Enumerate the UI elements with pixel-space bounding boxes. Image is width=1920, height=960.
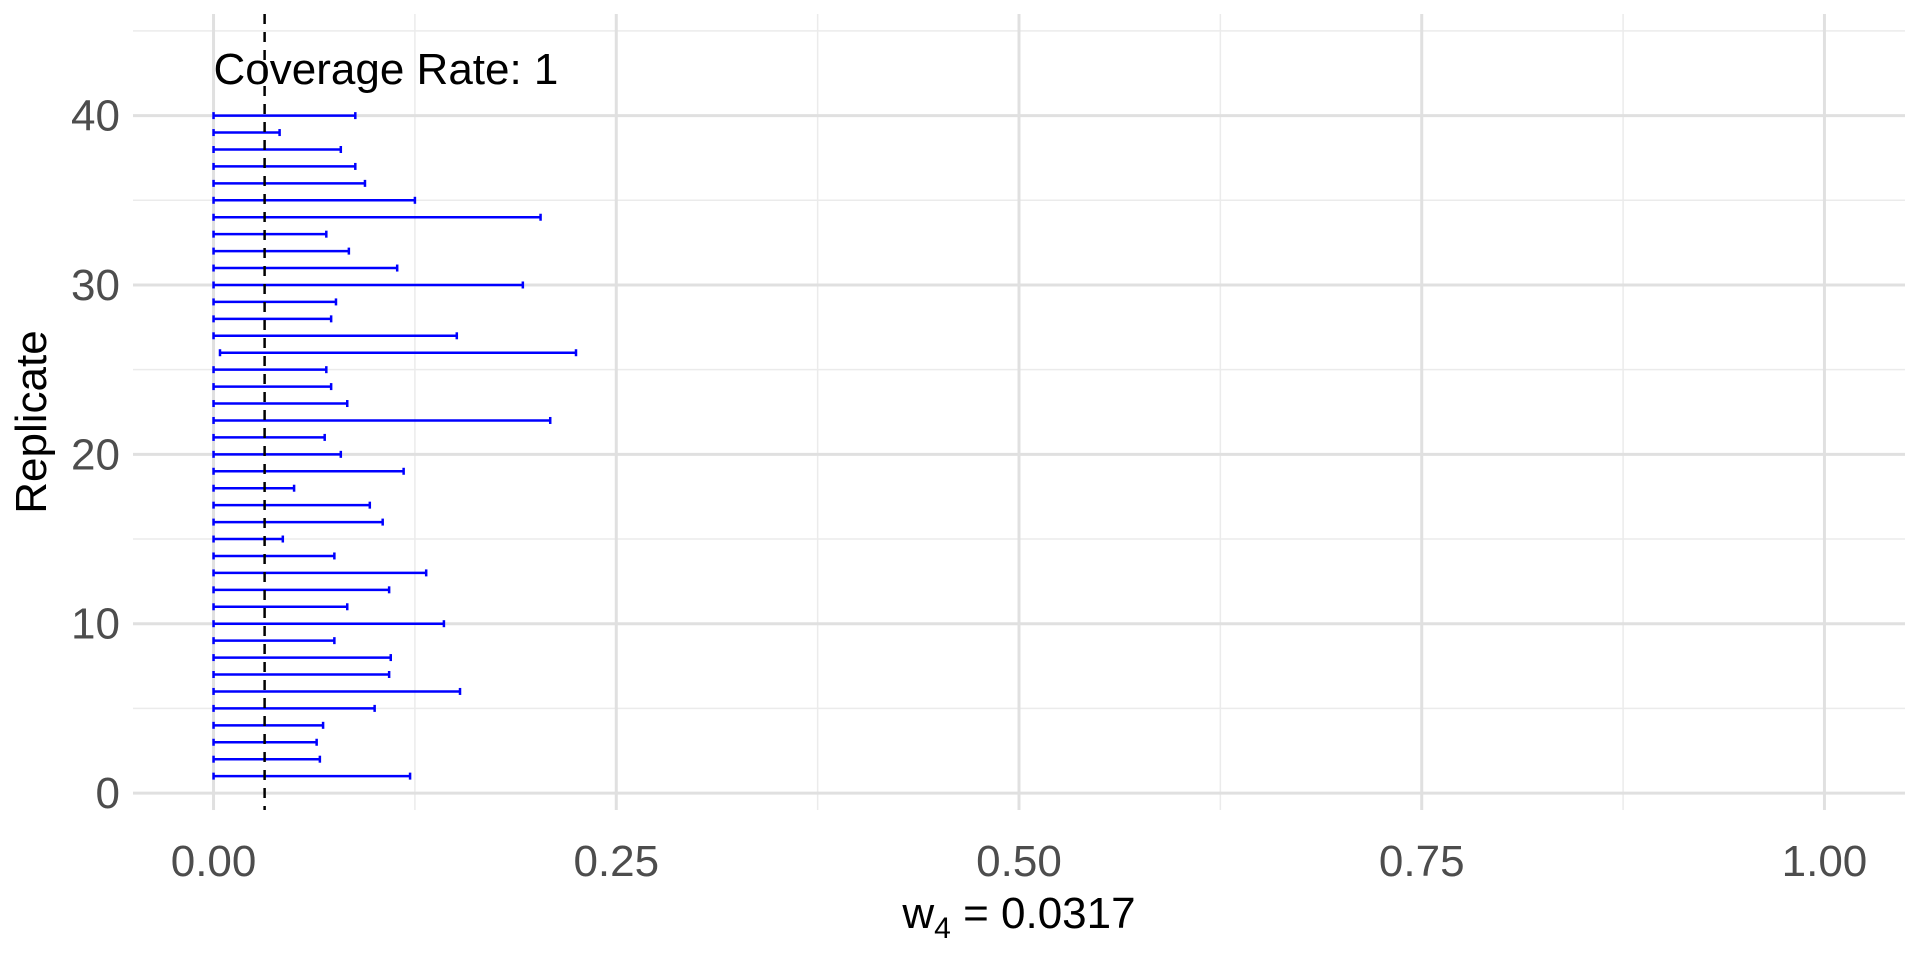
interval-18 [212, 484, 296, 492]
x-tick-label: 0.50 [976, 837, 1062, 886]
interval-32 [212, 247, 351, 255]
interval-15 [212, 535, 285, 543]
y-tick-label: 0 [96, 769, 120, 818]
interval-23 [212, 400, 349, 408]
x-tick-label: 0.75 [1379, 837, 1465, 886]
x-tick-labels: 0.00 0.25 0.50 0.75 1.00 [171, 837, 1868, 886]
interval-25 [212, 366, 328, 374]
y-axis-title: Replicate [7, 330, 56, 513]
y-tick-label: 10 [71, 600, 120, 649]
interval-19 [212, 467, 405, 475]
interval-36 [212, 179, 367, 187]
interval-28 [212, 315, 333, 323]
y-tick-label: 40 [71, 92, 120, 141]
interval-31 [212, 264, 399, 272]
coverage-rate-annotation: Coverage Rate: 1 [214, 45, 559, 94]
interval-22 [212, 416, 552, 424]
grid-lines [133, 14, 1905, 810]
interval-27 [212, 332, 459, 340]
interval-37 [212, 162, 357, 170]
interval-7 [212, 671, 391, 679]
interval-30 [212, 281, 525, 289]
interval-29 [212, 298, 338, 306]
interval-39 [212, 129, 281, 137]
interval-4 [212, 721, 325, 729]
interval-21 [212, 433, 326, 441]
interval-9 [212, 637, 336, 645]
y-tick-label: 30 [71, 261, 120, 310]
interval-10 [212, 620, 446, 628]
y-tick-label: 20 [71, 430, 120, 479]
x-axis-title-rest: = 0.0317 [951, 889, 1136, 938]
interval-13 [212, 569, 428, 577]
x-axis-title-base: w [901, 889, 934, 938]
y-tick-labels: 0 10 20 30 40 [71, 92, 120, 818]
x-axis-title: w4 = 0.0317 [901, 889, 1135, 945]
interval-33 [212, 230, 328, 238]
interval-8 [212, 654, 392, 662]
x-tick-label: 1.00 [1782, 837, 1868, 886]
interval-24 [212, 383, 333, 391]
interval-bars [212, 112, 578, 780]
interval-35 [212, 196, 417, 204]
interval-2 [212, 755, 322, 763]
interval-17 [212, 501, 372, 509]
interval-40 [212, 112, 357, 120]
interval-11 [212, 603, 349, 611]
interval-38 [212, 145, 343, 153]
interval-26 [218, 349, 578, 357]
interval-20 [212, 450, 343, 458]
x-tick-label: 0.00 [171, 837, 257, 886]
interval-12 [212, 586, 391, 594]
interval-34 [212, 213, 542, 221]
x-axis-title-subscript: 4 [934, 912, 951, 945]
interval-16 [212, 518, 384, 526]
interval-14 [212, 552, 336, 560]
interval-5 [212, 704, 376, 712]
x-tick-label: 0.25 [573, 837, 659, 886]
interval-1 [212, 772, 412, 780]
interval-6 [212, 687, 462, 695]
